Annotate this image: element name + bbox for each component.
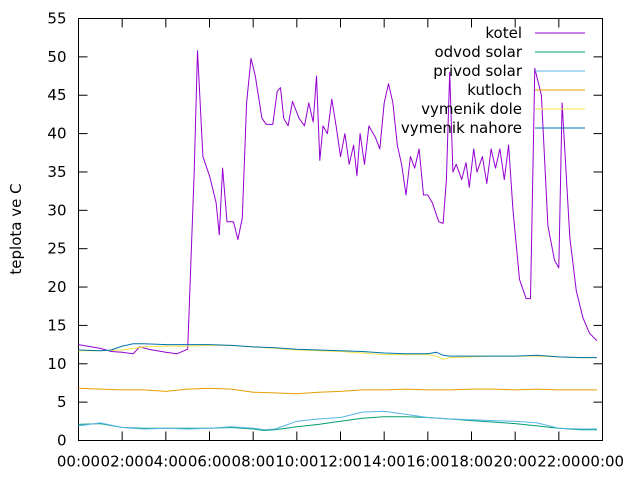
legend-label: odvod solar [434, 43, 522, 61]
legend-label: kotel [485, 24, 522, 42]
x-tick-label: 10:00 [275, 453, 318, 471]
legend-label: privod solar [433, 62, 523, 80]
plot-frame [78, 18, 603, 441]
y-tick-label: 30 [47, 201, 66, 219]
y-tick-label: 50 [47, 48, 66, 66]
y-tick-label: 35 [47, 163, 66, 181]
x-tick-label: 18:00 [450, 453, 493, 471]
x-tick-label: 00:00 [57, 453, 100, 471]
x-tick-label: 14:00 [363, 453, 406, 471]
x-tick-label: 00:00 [581, 453, 624, 471]
x-tick-label: 12:00 [319, 453, 362, 471]
y-tick-label: 10 [47, 355, 66, 373]
series-line-kutloch [78, 387, 597, 395]
x-axis: 00:00 02:00 04:00 06:00 08:00 10:00 12:00 14:00… [57, 18, 624, 471]
series-line-vymenik-nahore [78, 343, 597, 359]
y-tick-label: 55 [47, 10, 66, 28]
x-tick-label: 22:00 [537, 453, 580, 471]
y-tick-label: 15 [47, 316, 66, 334]
legend-label: kutloch [467, 81, 522, 99]
y-tick-label: 45 [47, 86, 66, 104]
y-axis-label: teplota ve C [7, 183, 25, 274]
x-tick-label: 02:00 [101, 453, 144, 471]
series-line-privod-solar [78, 410, 597, 431]
y-tick-label: 20 [47, 278, 66, 296]
series-line-kotel [78, 50, 598, 355]
series-line-vymenik-dole [78, 344, 597, 360]
series-lines [78, 50, 598, 431]
y-axis: 0 5 10 15 20 25 30 35 40 45 50 55 [47, 10, 603, 450]
y-tick-label: 5 [57, 393, 67, 411]
legend-label: vymenik nahore [401, 119, 522, 137]
x-tick-label: 08:00 [232, 453, 275, 471]
x-tick-label: 06:00 [188, 453, 231, 471]
x-tick-label: 20:00 [494, 453, 537, 471]
x-tick-label: 16:00 [406, 453, 449, 471]
y-tick-label: 0 [57, 432, 67, 450]
y-tick-label: 25 [47, 240, 66, 258]
y-tick-label: 40 [47, 125, 66, 143]
legend-label: vymenik dole [421, 100, 522, 118]
x-tick-label: 04:00 [144, 453, 187, 471]
